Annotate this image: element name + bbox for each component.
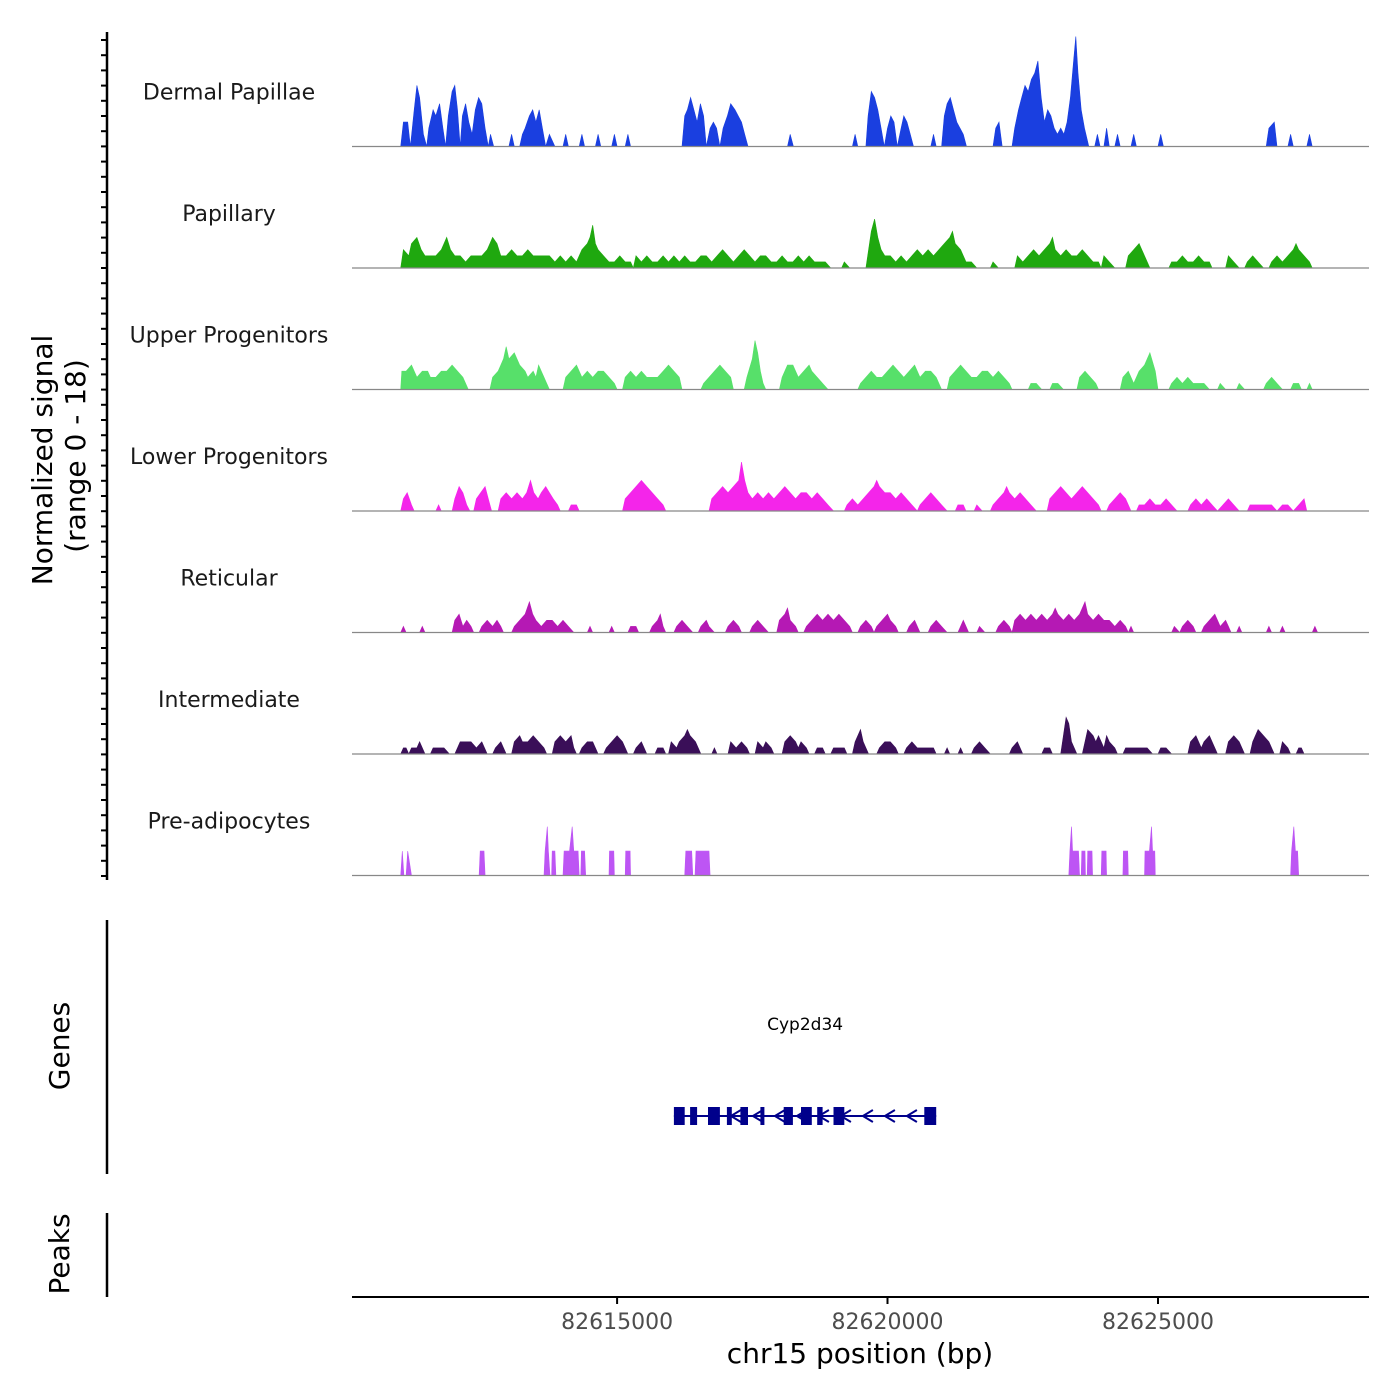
gene-strand-arrow xyxy=(772,1109,786,1123)
track-intermediate: Intermediate xyxy=(158,688,1369,755)
track-label: Intermediate xyxy=(158,688,300,713)
track-signal-area xyxy=(400,826,1300,876)
x-tick-label: 82625000 xyxy=(1102,1310,1214,1335)
signal-y-ticks xyxy=(101,39,107,877)
gene-exon xyxy=(833,1107,845,1125)
track-signal-area xyxy=(400,462,1308,512)
track-signal-area xyxy=(400,36,1313,147)
signal-y-axis xyxy=(101,32,109,880)
track-pre-adipocytes: Pre-adipocytes xyxy=(148,810,1369,877)
gene-exon xyxy=(690,1107,698,1125)
track-papillary: Papillary xyxy=(182,202,1369,269)
signal-tracks: Dermal Papillae Papillary Upper Progenitor… xyxy=(130,36,1369,877)
signal-y-label-line2: (range 0 - 18) xyxy=(59,359,92,553)
track-label: Pre-adipocytes xyxy=(148,810,311,835)
gene-strand-arrow xyxy=(882,1109,896,1123)
gene-label: Cyp2d34 xyxy=(767,1015,843,1035)
track-lower-progenitors: Lower Progenitors xyxy=(130,445,1369,512)
gene-cyp2d34: Cyp2d34 xyxy=(673,1015,937,1125)
track-label: Lower Progenitors xyxy=(130,445,328,470)
track-dermal-papillae: Dermal Papillae xyxy=(143,36,1369,148)
x-axis-ticks: 82615000 82620000 82625000 xyxy=(561,1297,1214,1335)
track-label: Papillary xyxy=(182,202,276,227)
gene-track: Cyp2d34 xyxy=(673,1015,937,1125)
track-signal-area xyxy=(400,219,1313,269)
gene-exon xyxy=(740,1107,748,1125)
track-signal-area xyxy=(400,716,1305,755)
x-tick-label: 82615000 xyxy=(561,1310,673,1335)
gene-exon xyxy=(726,1107,732,1125)
gene-exon xyxy=(673,1107,685,1125)
gene-strand-arrow xyxy=(860,1109,874,1123)
gene-exon xyxy=(783,1107,793,1125)
track-signal-area xyxy=(400,340,1313,390)
x-axis: 82615000 82620000 82625000 xyxy=(352,1296,1369,1335)
genes-panel-label: Genes xyxy=(43,1002,76,1090)
gene-strand-arrow xyxy=(904,1109,918,1123)
gene-exon xyxy=(760,1107,765,1125)
x-tick-label: 82620000 xyxy=(832,1310,944,1335)
track-label: Upper Progenitors xyxy=(130,324,329,349)
gene-exon xyxy=(817,1107,823,1125)
gene-exon xyxy=(708,1107,720,1125)
gene-exon xyxy=(924,1107,937,1125)
track-label: Reticular xyxy=(180,567,278,592)
track-signal-area xyxy=(400,600,1319,634)
peaks-panel-label: Peaks xyxy=(43,1213,76,1294)
track-reticular: Reticular xyxy=(180,567,1369,634)
x-axis-label: chr15 position (bp) xyxy=(727,1337,993,1370)
signal-y-label-line1: Normalized signal xyxy=(26,335,59,586)
gene-exon xyxy=(801,1107,812,1125)
track-upper-progenitors: Upper Progenitors xyxy=(130,324,1369,391)
track-label: Dermal Papillae xyxy=(143,81,315,106)
gene-strand-arrow xyxy=(750,1109,764,1123)
